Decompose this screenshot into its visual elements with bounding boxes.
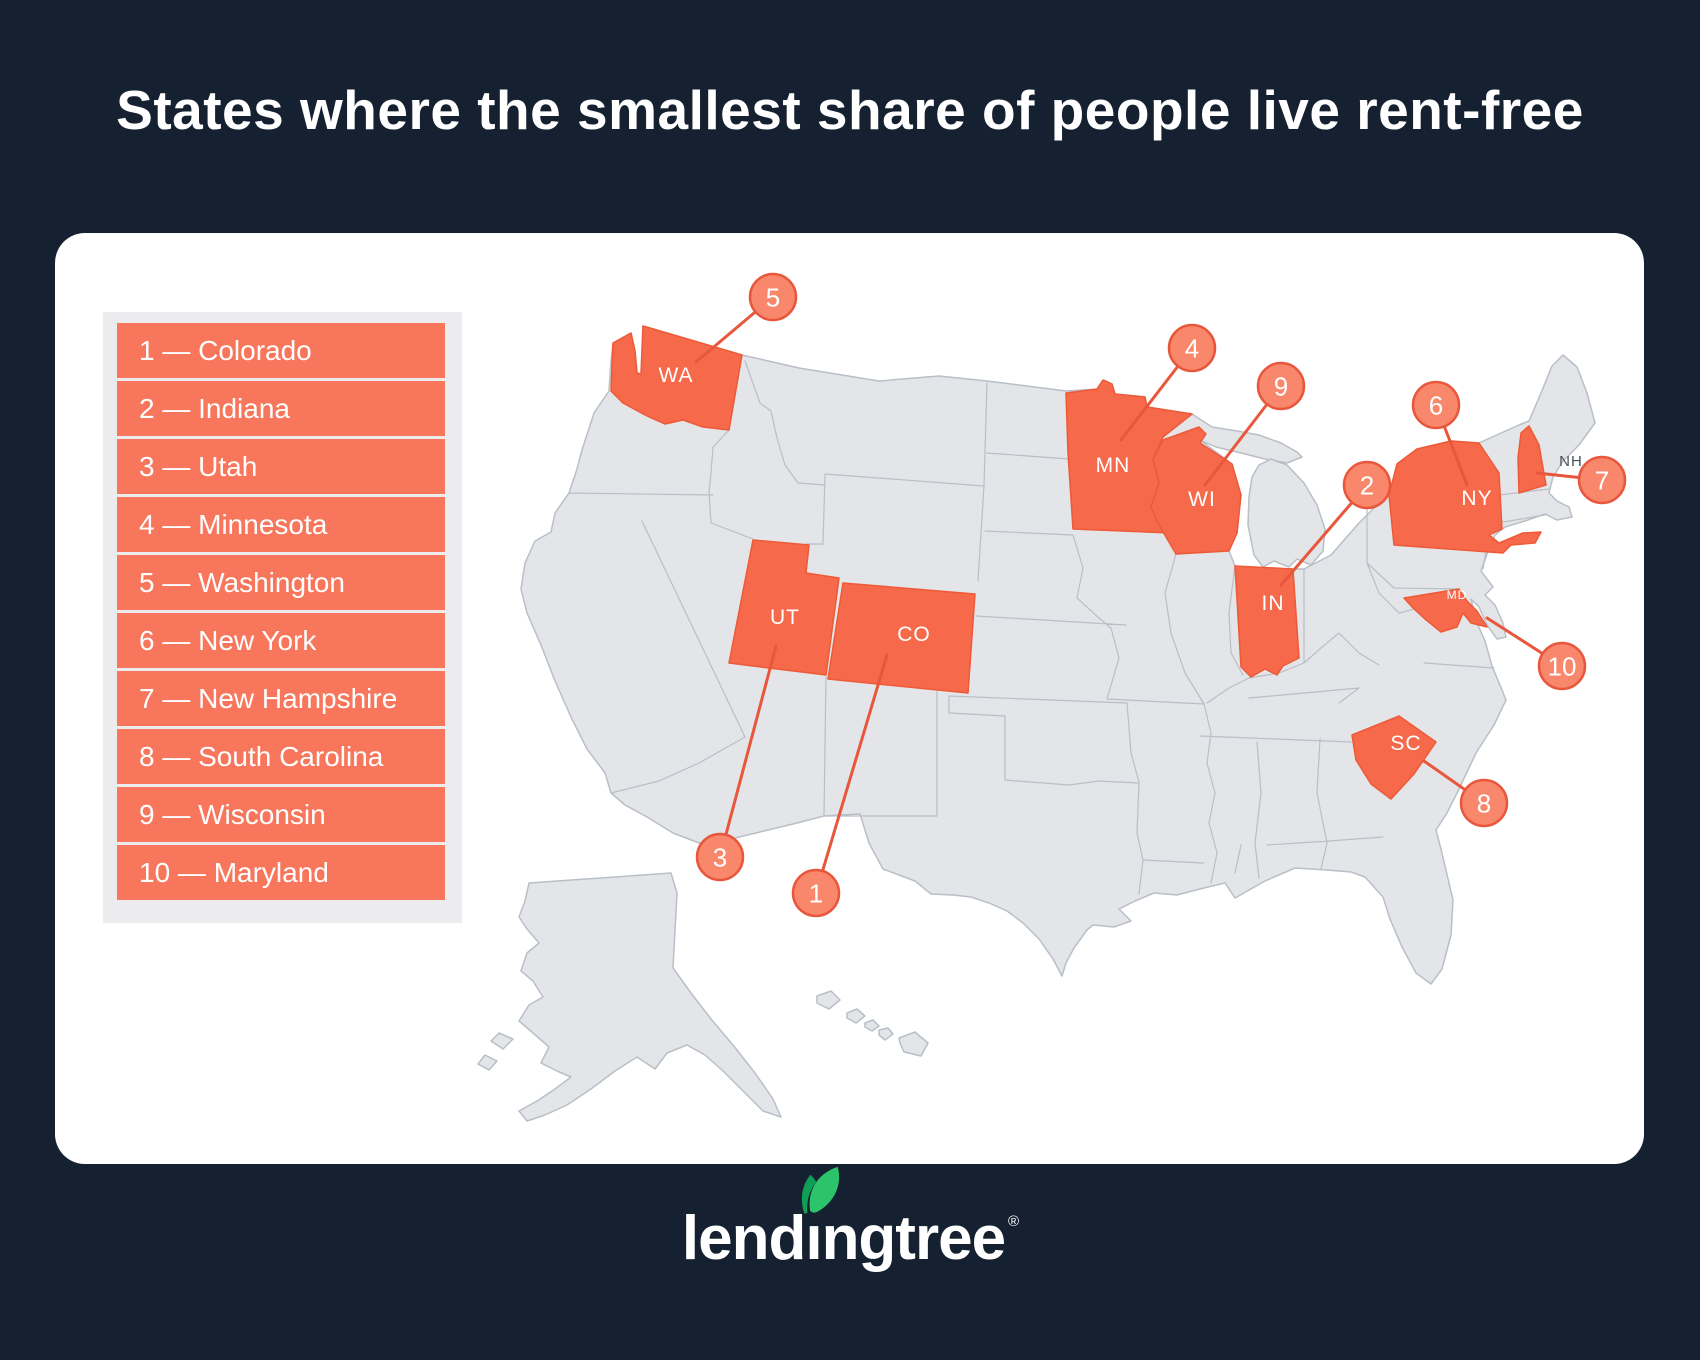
state-hawaii — [816, 990, 929, 1057]
state-minnesota — [1065, 379, 1193, 534]
state-label-md: MD — [1447, 588, 1468, 602]
state-new-hampshire — [1517, 425, 1547, 494]
callout-line-1 — [814, 653, 889, 895]
legend-item-wisconsin: 9 — Wisconsin — [117, 787, 445, 842]
state-label-sc: SC — [1390, 732, 1421, 755]
callout-circle-3 — [695, 832, 745, 882]
callout-circle-4 — [1167, 323, 1217, 373]
state-alaska — [518, 872, 782, 1122]
state-maryland — [1403, 588, 1488, 633]
state-new-york — [1388, 440, 1542, 554]
legend-item-minnesota: 4 — Minnesota — [117, 497, 445, 552]
callout-circle-7 — [1577, 455, 1627, 505]
callout-number-9: 9 — [1274, 371, 1288, 401]
logo-text-part1: lend — [681, 1204, 806, 1273]
callout-number-10: 10 — [1548, 651, 1577, 681]
legend-item-maryland: 10 — Maryland — [117, 845, 445, 900]
legend-panel: 1 — Colorado 2 — Indiana 3 — Utah 4 — Minne… — [103, 312, 462, 923]
infographic-card: 1 — Colorado 2 — Indiana 3 — Utah 4 — Minne… — [55, 233, 1644, 1164]
callout-circle-2 — [1342, 460, 1392, 510]
logo-text-part2: ngtree — [821, 1204, 1006, 1273]
callout-number-3: 3 — [713, 842, 727, 872]
state-label-mn: MN — [1096, 454, 1131, 477]
legend-item-colorado: 1 — Colorado — [117, 323, 445, 378]
state-michigan — [1247, 458, 1326, 568]
callout-circle-5 — [748, 272, 798, 322]
callout-number-5: 5 — [766, 282, 780, 312]
state-colorado — [827, 582, 976, 694]
legend-item-washington: 5 — Washington — [117, 555, 445, 610]
state-label-wa: WA — [658, 364, 693, 387]
callout-number-4: 4 — [1185, 333, 1199, 363]
leaf-icon — [802, 1166, 840, 1214]
callout-circle-9 — [1256, 361, 1306, 411]
state-indiana — [1234, 565, 1300, 678]
state-borders — [568, 360, 1550, 895]
callout-line-3 — [718, 644, 778, 859]
callout-circle-1 — [791, 868, 841, 918]
alaska-islands — [477, 1032, 514, 1071]
footer: lend ı ngtree ® — [0, 1166, 1700, 1273]
legend-item-new-york: 6 — New York — [117, 613, 445, 668]
state-label-wi: WI — [1188, 488, 1216, 511]
legend-item-south-carolina: 8 — South Carolina — [117, 729, 445, 784]
state-label-in: IN — [1262, 592, 1285, 615]
state-wisconsin — [1150, 426, 1242, 555]
registered-mark: ® — [1008, 1213, 1019, 1230]
state-label-nh: NH — [1559, 453, 1583, 470]
state-label-ny: NY — [1461, 487, 1492, 510]
state-south-carolina — [1351, 715, 1437, 800]
logo-text-i: ı — [805, 1204, 822, 1273]
callout-circle-8 — [1459, 778, 1509, 828]
state-utah — [728, 539, 840, 676]
state-label-co: CO — [897, 623, 931, 646]
legend-item-utah: 3 — Utah — [117, 439, 445, 494]
state-label-ut: UT — [770, 606, 800, 629]
legend-item-indiana: 2 — Indiana — [117, 381, 445, 436]
callout-circle-10 — [1537, 641, 1587, 691]
callout-number-1: 1 — [809, 878, 823, 908]
lendingtree-logo: lend ı ngtree ® — [681, 1166, 1019, 1273]
us-map: WA UT CO MN WI IN NY NH MD SC 1 2 3 4 5 6 7 8 9 10 — [477, 272, 1627, 1122]
callout-number-7: 7 — [1595, 465, 1609, 495]
callout-circle-6 — [1411, 380, 1461, 430]
callout-number-2: 2 — [1360, 470, 1374, 500]
callout-number-8: 8 — [1477, 788, 1491, 818]
callout-number-6: 6 — [1429, 390, 1443, 420]
page-title: States where the smallest share of peopl… — [116, 79, 1584, 141]
legend-item-new-hampshire: 7 — New Hampshire — [117, 671, 445, 726]
